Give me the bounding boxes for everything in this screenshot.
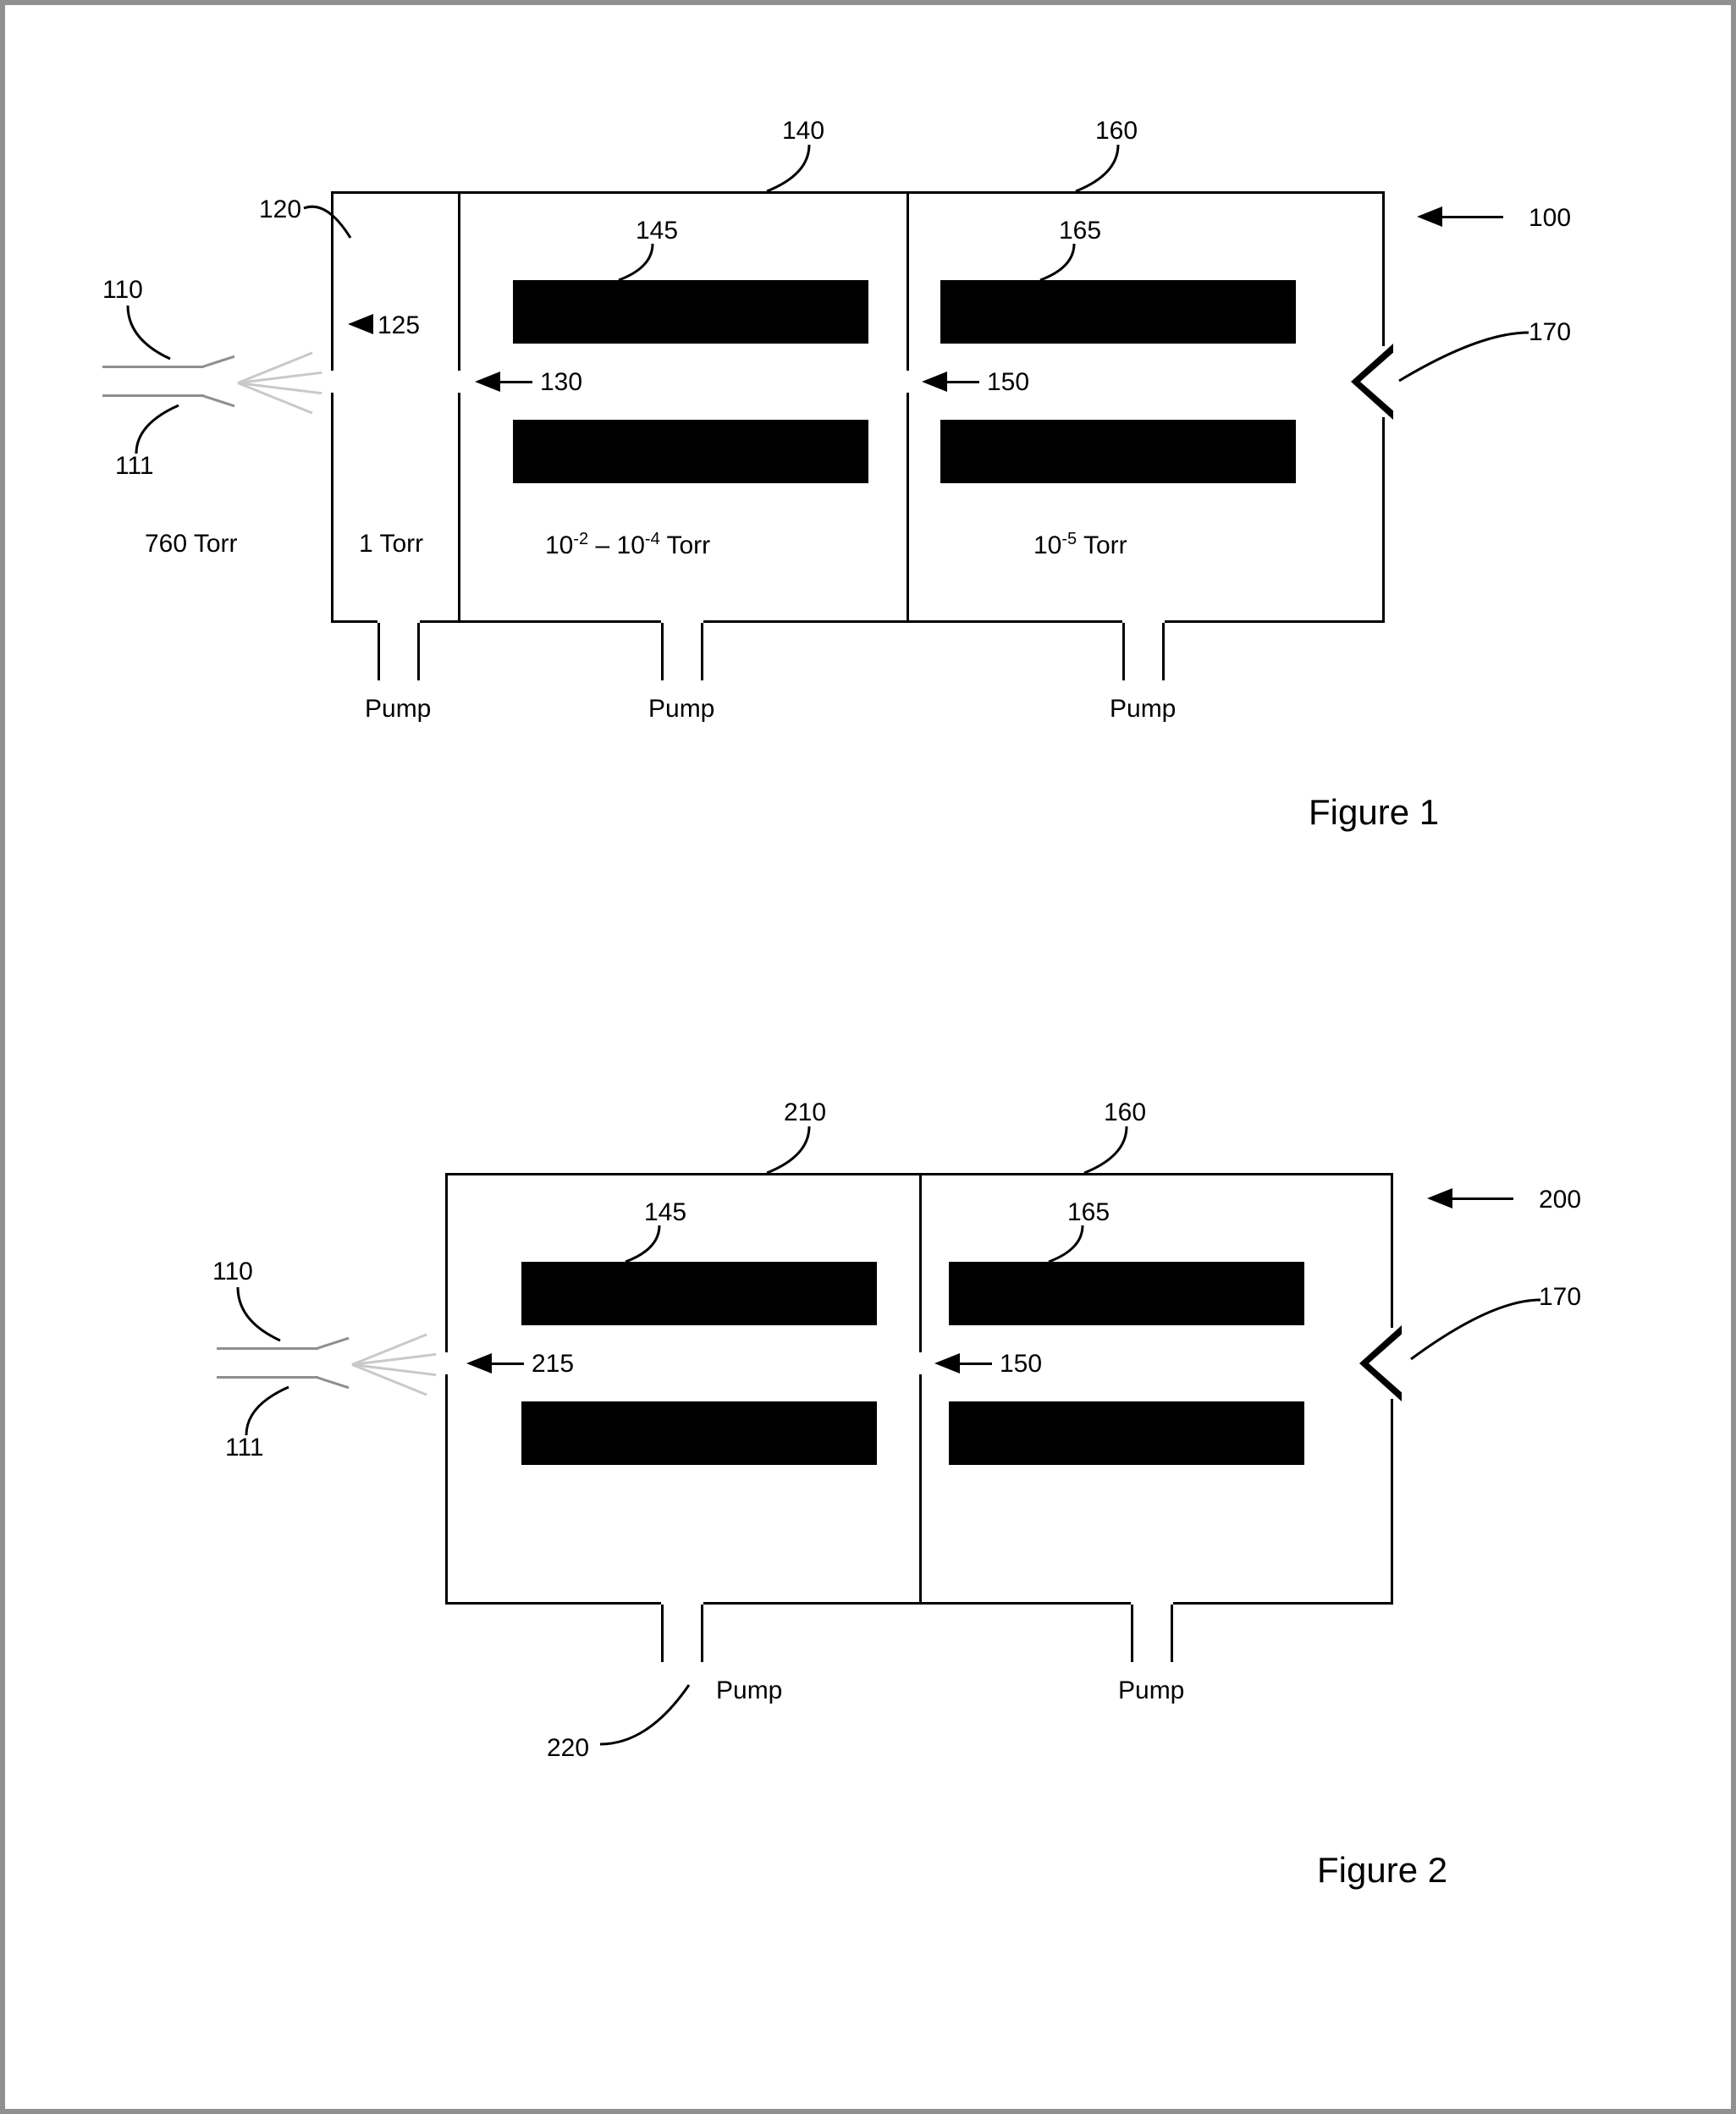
fig1-ref-140: 140 — [782, 117, 824, 146]
fig2-leader-111 — [242, 1385, 310, 1444]
fig2-wall-mid — [919, 1173, 922, 1605]
fig1-leader-145 — [614, 244, 665, 284]
fig2-ref-215: 215 — [532, 1350, 574, 1379]
fig2-aperture-215 — [443, 1352, 450, 1374]
fig1-guide-165-bot — [940, 420, 1296, 483]
fig2-ref-145: 145 — [644, 1198, 686, 1227]
fig2-pump-1-outlet — [661, 1603, 703, 1662]
fig2-ref-170: 170 — [1539, 1283, 1581, 1312]
fig1-detector-icon — [1351, 344, 1393, 420]
fig1-pump-1-label: Pump — [365, 695, 431, 724]
fig1-pump-2-outlet — [661, 621, 703, 680]
fig1-leader-165 — [1036, 244, 1087, 284]
fig2-aperture-150 — [917, 1352, 924, 1374]
fig1-ref-110: 110 — [102, 276, 143, 305]
fig1-ref-100: 100 — [1529, 204, 1571, 233]
fig1-ref-150: 150 — [987, 368, 1029, 397]
fig1-leader-170 — [1395, 328, 1530, 388]
fig2-leader-160 — [1080, 1126, 1139, 1177]
fig2-detector-icon — [1359, 1325, 1402, 1401]
fig1-ref-145: 145 — [636, 217, 678, 245]
fig2-caption: Figure 2 — [1317, 1850, 1447, 1891]
fig1-arrow-150 — [922, 372, 947, 392]
fig1-ref-160: 160 — [1095, 117, 1138, 146]
fig2-pump-2-label: Pump — [1118, 1676, 1184, 1705]
fig1-pressure-c2: 10-2 – 10-4 Torr — [545, 530, 710, 560]
fig1-ref-130: 130 — [540, 368, 582, 397]
fig1-leader-120 — [301, 200, 361, 246]
fig2-arrow-215-stem — [490, 1363, 524, 1365]
fig1-leader-111 — [132, 403, 200, 462]
fig2-arrow-150-stem — [958, 1363, 992, 1365]
fig1-ref-165: 165 — [1059, 217, 1101, 245]
fig1-ref-120: 120 — [259, 195, 301, 224]
fig1-capillary-icon — [102, 361, 238, 403]
fig2-leader-110 — [234, 1287, 301, 1346]
fig2-ref-220: 220 — [547, 1734, 589, 1763]
fig1-caption: Figure 1 — [1309, 792, 1439, 833]
fig1-wall-1 — [458, 191, 460, 623]
fig1-arrow-100 — [1417, 206, 1442, 227]
fig1-guide-145-bot — [513, 420, 868, 483]
fig1-pressure-c1: 1 Torr — [359, 530, 423, 559]
figure-2: Pump Pump 110 111 210 160 145 165 215 15… — [5, 1088, 1736, 1901]
fig1-guide-145-top — [513, 280, 868, 344]
fig2-ref-165: 165 — [1067, 1198, 1110, 1227]
page: 760 Torr 1 Torr 10-2 – 10-4 Torr 10-5 To… — [0, 0, 1736, 2114]
fig2-leader-210 — [763, 1126, 822, 1177]
fig1-ref-125: 125 — [378, 311, 420, 340]
fig2-ref-200: 200 — [1539, 1186, 1581, 1214]
fig1-ref-170: 170 — [1529, 318, 1571, 347]
fig2-pump-1-label: Pump — [716, 1676, 782, 1705]
fig2-guide-145-bot — [521, 1401, 877, 1465]
fig1-arrow-150-stem — [945, 381, 979, 383]
fig1-arrow-130-stem — [499, 381, 532, 383]
fig2-ref-150: 150 — [1000, 1350, 1042, 1379]
fig1-aperture-130 — [455, 371, 463, 393]
fig1-leader-160 — [1072, 145, 1131, 195]
fig2-ref-110: 110 — [212, 1258, 253, 1286]
fig1-leader-110 — [124, 306, 191, 365]
fig1-pump-1-outlet — [378, 621, 420, 680]
fig2-ref-160: 160 — [1104, 1098, 1146, 1127]
fig2-leader-170 — [1407, 1296, 1542, 1363]
fig2-arrow-215 — [466, 1353, 492, 1374]
fig1-aperture-125 — [328, 371, 336, 393]
fig2-leader-220 — [598, 1681, 699, 1748]
fig1-arrow-100-stem — [1440, 216, 1503, 218]
fig2-guide-165-top — [949, 1262, 1304, 1325]
fig1-leader-140 — [763, 145, 822, 195]
fig2-guide-145-top — [521, 1262, 877, 1325]
fig1-pump-2-label: Pump — [648, 695, 714, 724]
fig2-arrow-200 — [1427, 1188, 1452, 1208]
fig1-pressure-c3: 10-5 Torr — [1033, 530, 1127, 560]
fig1-guide-165-top — [940, 280, 1296, 344]
fig1-arrow-130 — [475, 372, 500, 392]
figure-1: 760 Torr 1 Torr 10-2 – 10-4 Torr 10-5 To… — [5, 107, 1736, 919]
fig1-pressure-atm: 760 Torr — [145, 530, 238, 559]
fig2-arrow-150 — [934, 1353, 960, 1374]
fig1-aperture-150 — [904, 371, 912, 393]
fig2-guide-165-bot — [949, 1401, 1304, 1465]
fig1-wall-2 — [907, 191, 909, 623]
fig1-pump-3-outlet — [1122, 621, 1165, 680]
fig2-leader-165 — [1044, 1225, 1095, 1266]
fig2-capillary-icon — [217, 1342, 352, 1385]
fig1-arrow-125 — [348, 314, 373, 334]
fig2-arrow-200-stem — [1450, 1197, 1513, 1200]
fig2-pump-2-outlet — [1131, 1603, 1173, 1662]
fig2-ref-210: 210 — [784, 1098, 826, 1127]
fig1-pump-3-label: Pump — [1110, 695, 1176, 724]
fig2-leader-145 — [621, 1225, 672, 1266]
fig1-chamber-box — [331, 191, 1385, 623]
